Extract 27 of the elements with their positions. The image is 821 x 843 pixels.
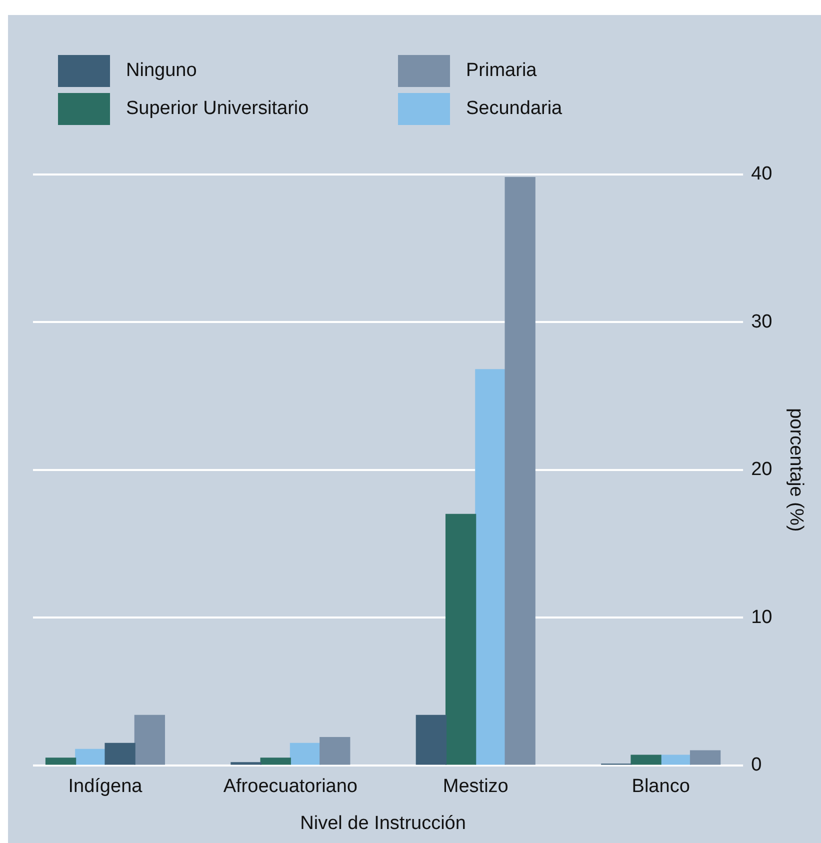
bar	[504, 177, 536, 765]
legend-label: Ninguno	[126, 60, 197, 82]
bar	[230, 762, 262, 765]
y-tick-label: 40	[751, 164, 772, 185]
x-tick-label: Indígena	[68, 776, 143, 798]
bar	[630, 754, 662, 765]
bar	[445, 514, 476, 765]
y-tick-label: 10	[751, 606, 772, 628]
legend-label: Primaria	[466, 60, 537, 82]
legend-label: Superior Universitario	[126, 98, 309, 120]
y-tick-label: 30	[751, 311, 772, 332]
y-tick-label: 0	[751, 754, 762, 776]
x-tick-label: Afroecuatoriano	[223, 776, 358, 798]
bar	[690, 750, 721, 765]
bar	[475, 369, 506, 765]
x-tick-label: Blanco	[632, 776, 690, 798]
bar	[260, 758, 291, 765]
bar	[290, 742, 321, 765]
x-tick-label: Mestizo	[442, 776, 508, 798]
y-axis-title: porcentaje (%)	[785, 408, 806, 532]
legend-label: Secundaria	[466, 98, 562, 120]
bar	[416, 714, 447, 765]
bar	[134, 714, 166, 765]
bar	[660, 754, 691, 765]
bar	[320, 737, 350, 765]
x-axis-title: Nivel de Instrucción	[300, 812, 466, 834]
y-tick-label: 20	[751, 459, 772, 480]
